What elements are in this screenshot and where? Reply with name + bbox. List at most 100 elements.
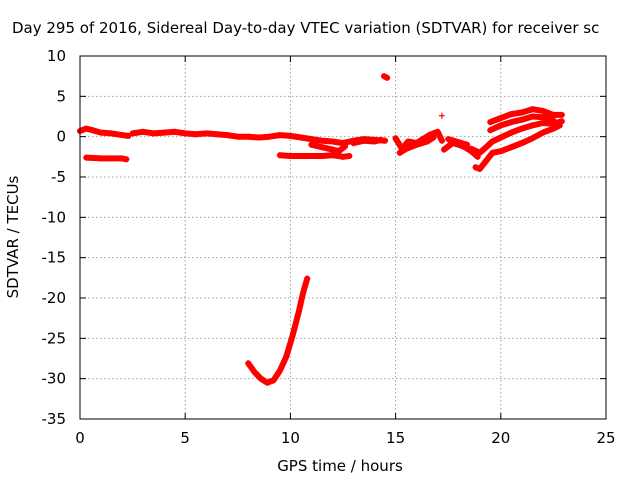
data-point (508, 119, 515, 126)
data-point (472, 164, 479, 171)
ticks: 0 5 10 15 20 25 10 5 0 -5 -10 -15 -20 -25 -30 -35 (42, 47, 616, 447)
data-point (489, 149, 496, 156)
data-point (182, 130, 189, 137)
chart-title: Day 295 of 2016, Sidereal Day-to-day VTE… (12, 19, 599, 37)
data-point (287, 153, 294, 160)
data-point (529, 106, 536, 113)
data-point (129, 130, 136, 137)
data-point (245, 133, 252, 140)
data-point (438, 137, 445, 144)
data-point (329, 146, 336, 153)
data-point (234, 133, 241, 140)
data-point (445, 136, 452, 143)
data-point (487, 119, 494, 126)
y-tick-label: 5 (56, 87, 66, 105)
x-tick-label: 20 (491, 429, 510, 447)
data-point (377, 136, 384, 143)
data-point (476, 149, 483, 156)
data-point (245, 360, 252, 367)
data-point (161, 129, 168, 136)
data-point (150, 130, 157, 137)
data-point (264, 379, 271, 386)
data-point (98, 155, 105, 162)
data-point (508, 111, 515, 118)
data-point (297, 153, 304, 160)
data-point (213, 131, 220, 138)
data-point (255, 134, 262, 141)
data-point (424, 138, 431, 145)
data-point (203, 130, 210, 137)
data-point (518, 116, 525, 123)
data-point (539, 119, 546, 126)
data-point (487, 127, 494, 134)
data-point (108, 130, 115, 137)
data-point (342, 143, 349, 150)
data-point (318, 137, 325, 144)
data-point (483, 144, 490, 151)
data-point (434, 128, 441, 135)
data-point (276, 152, 283, 159)
data-point (558, 111, 565, 118)
data-point (529, 113, 536, 120)
data-point (550, 117, 557, 124)
data-point (89, 127, 96, 134)
data-point (83, 125, 90, 132)
data-point (318, 144, 325, 151)
data-point (329, 152, 336, 159)
x-tick-label: 0 (75, 429, 85, 447)
x-axis-title: GPS time / hours (277, 457, 403, 475)
data-point (497, 134, 504, 141)
data-point (346, 153, 353, 160)
data-point (300, 290, 307, 297)
data-point (497, 115, 504, 122)
data-point (497, 122, 504, 129)
data-point (529, 122, 536, 129)
data-point (413, 141, 420, 148)
data-point (276, 367, 283, 374)
data-point (340, 153, 346, 160)
data-point (430, 134, 437, 141)
data-point (98, 129, 105, 136)
data-point (119, 155, 126, 162)
y-tick-label: 10 (47, 47, 66, 65)
data-point (489, 138, 496, 145)
data-point (329, 138, 336, 145)
data-point (529, 135, 536, 142)
data-point (318, 153, 325, 160)
data-point (550, 111, 557, 118)
y-tick-label: -10 (42, 208, 67, 226)
data-point (266, 133, 273, 140)
data-point (335, 148, 342, 155)
data-point (508, 144, 515, 151)
data-point (308, 141, 315, 148)
data-point (518, 125, 525, 132)
data-point (440, 146, 447, 153)
data-point (518, 109, 525, 116)
data-point (140, 128, 147, 135)
data-point (405, 138, 412, 145)
data-point (125, 132, 132, 139)
data-point (308, 153, 315, 160)
x-tick-label: 25 (596, 429, 615, 447)
data-point (464, 141, 471, 148)
data-point (171, 128, 178, 135)
data-point (518, 140, 525, 147)
data-point (289, 332, 296, 339)
data-layer (77, 73, 565, 386)
data-point (455, 139, 462, 146)
data-point (361, 137, 368, 144)
data-point (251, 369, 258, 376)
data-point (350, 140, 357, 147)
data-point (483, 157, 490, 164)
plot-frame (79, 55, 607, 420)
y-tick-label: -30 (42, 370, 67, 388)
data-point (468, 145, 475, 152)
data-point (558, 118, 565, 125)
data-trace (245, 275, 311, 386)
data-point (539, 129, 546, 136)
data-point (384, 74, 391, 81)
data-point (287, 132, 294, 139)
y-axis-title: SDTVAR / TECUs (4, 175, 22, 298)
data-point (476, 165, 483, 172)
